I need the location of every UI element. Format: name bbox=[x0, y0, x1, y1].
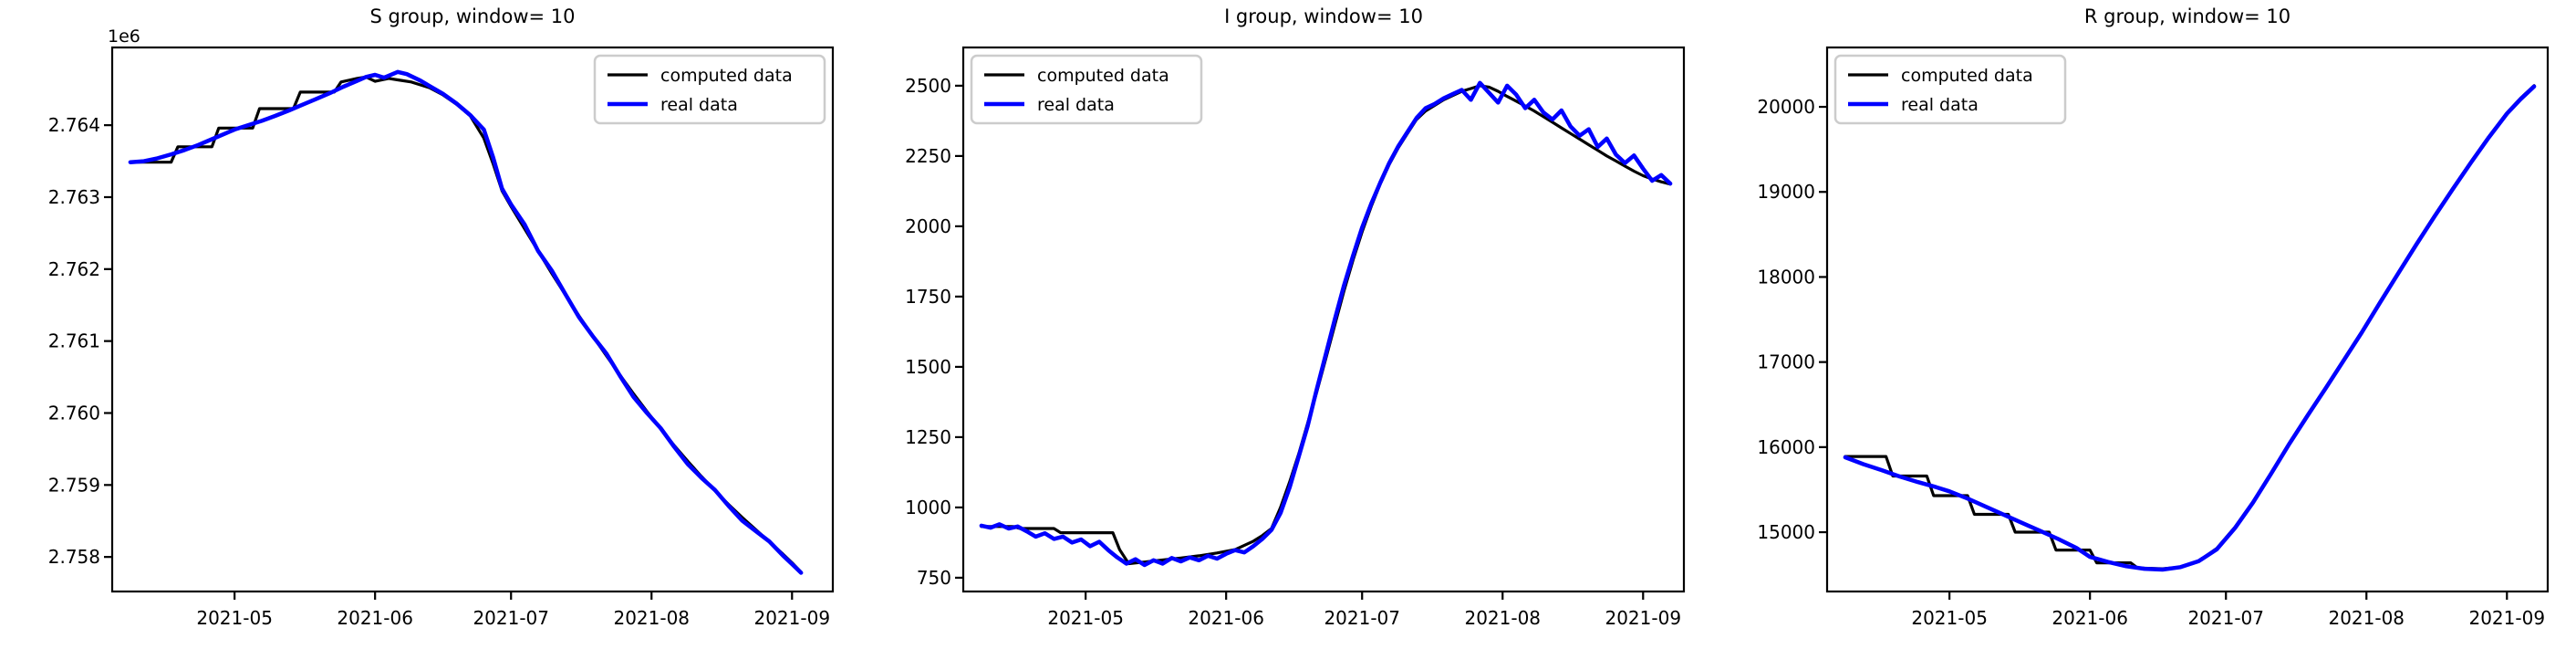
y-tick-label: 2500 bbox=[905, 75, 951, 97]
chart-title: I group, window= 10 bbox=[1224, 5, 1423, 27]
y-tick-label: 2.763 bbox=[48, 186, 100, 208]
y-tick-label: 18000 bbox=[1757, 266, 1815, 288]
x-tick-label: 2021-09 bbox=[1605, 607, 1681, 629]
y-tick-label: 750 bbox=[917, 567, 951, 589]
x-tick-label: 2021-05 bbox=[196, 607, 273, 629]
legend: computed data real data bbox=[970, 54, 1203, 125]
legend-box bbox=[1833, 54, 2067, 125]
y-tick-label: 20000 bbox=[1757, 96, 1815, 118]
x-tick-label: 2021-07 bbox=[473, 607, 549, 629]
legend-label-real: real data bbox=[1037, 95, 1115, 115]
y-tick-label: 2.758 bbox=[48, 546, 100, 568]
legend-label-real: real data bbox=[660, 95, 738, 115]
subplot-i-group: 750 1000 1250 1500 1750 2000 2250 2500 2021-05 20… bbox=[905, 5, 1686, 629]
y-axis-offset-label: 1e6 bbox=[108, 26, 140, 47]
legend-label-computed: computed data bbox=[660, 66, 793, 86]
axes-spines bbox=[110, 46, 835, 593]
real-data-line bbox=[979, 80, 1673, 568]
y-tick-label: 2.761 bbox=[48, 330, 100, 352]
x-tick-label: 2021-06 bbox=[2051, 607, 2128, 629]
y-tick-label: 2000 bbox=[905, 215, 951, 237]
x-tick-label: 2021-09 bbox=[753, 607, 830, 629]
y-tick-label: 2.762 bbox=[48, 258, 100, 280]
real-data-line bbox=[128, 69, 804, 575]
y-tick-label: 1750 bbox=[905, 286, 951, 308]
chart-title: S group, window= 10 bbox=[369, 5, 575, 27]
x-tick-label: 2021-07 bbox=[2187, 607, 2264, 629]
x-tick-label: 2021-08 bbox=[1464, 607, 1541, 629]
legend-label-computed: computed data bbox=[1037, 66, 1169, 86]
x-tick-label: 2021-08 bbox=[613, 607, 690, 629]
y-tick-label: 16000 bbox=[1757, 436, 1815, 458]
chart-title: R group, window= 10 bbox=[2084, 5, 2290, 27]
legend-label-real: real data bbox=[1901, 95, 1979, 115]
x-tick-label: 2021-06 bbox=[337, 607, 413, 629]
y-tick-label: 2.759 bbox=[48, 474, 100, 496]
y-tick-label: 1500 bbox=[905, 356, 951, 378]
subplot-r-group: 15000 16000 17000 18000 19000 20000 2021-05 202… bbox=[1757, 5, 2550, 629]
legend: computed data real data bbox=[593, 54, 826, 125]
x-tick-label: 2021-08 bbox=[2328, 607, 2405, 629]
legend-box bbox=[593, 54, 826, 125]
y-tick-label: 2250 bbox=[905, 145, 951, 167]
y-tick-label: 17000 bbox=[1757, 351, 1815, 373]
axes-spines bbox=[1825, 46, 2550, 593]
legend-label-computed: computed data bbox=[1901, 66, 2033, 86]
legend-box bbox=[970, 54, 1203, 125]
y-tick-label: 2.760 bbox=[48, 402, 100, 424]
y-tick-label: 2.764 bbox=[48, 114, 100, 136]
x-tick-label: 2021-09 bbox=[2468, 607, 2545, 629]
y-tick-label: 15000 bbox=[1757, 521, 1815, 543]
x-tick-label: 2021-05 bbox=[1911, 607, 1988, 629]
x-tick-label: 2021-07 bbox=[1324, 607, 1400, 629]
y-tick-label: 19000 bbox=[1757, 181, 1815, 203]
legend: computed data real data bbox=[1833, 54, 2067, 125]
subplot-s-group: 2.758 2.759 2.760 2.761 2.762 2.763 2.764 2021-… bbox=[48, 5, 835, 629]
axes-spines bbox=[961, 46, 1686, 593]
real-data-line bbox=[1843, 84, 2537, 572]
x-tick-label: 2021-06 bbox=[1188, 607, 1264, 629]
x-tick-label: 2021-05 bbox=[1047, 607, 1124, 629]
y-tick-label: 1250 bbox=[905, 426, 951, 448]
y-tick-label: 1000 bbox=[905, 497, 951, 518]
